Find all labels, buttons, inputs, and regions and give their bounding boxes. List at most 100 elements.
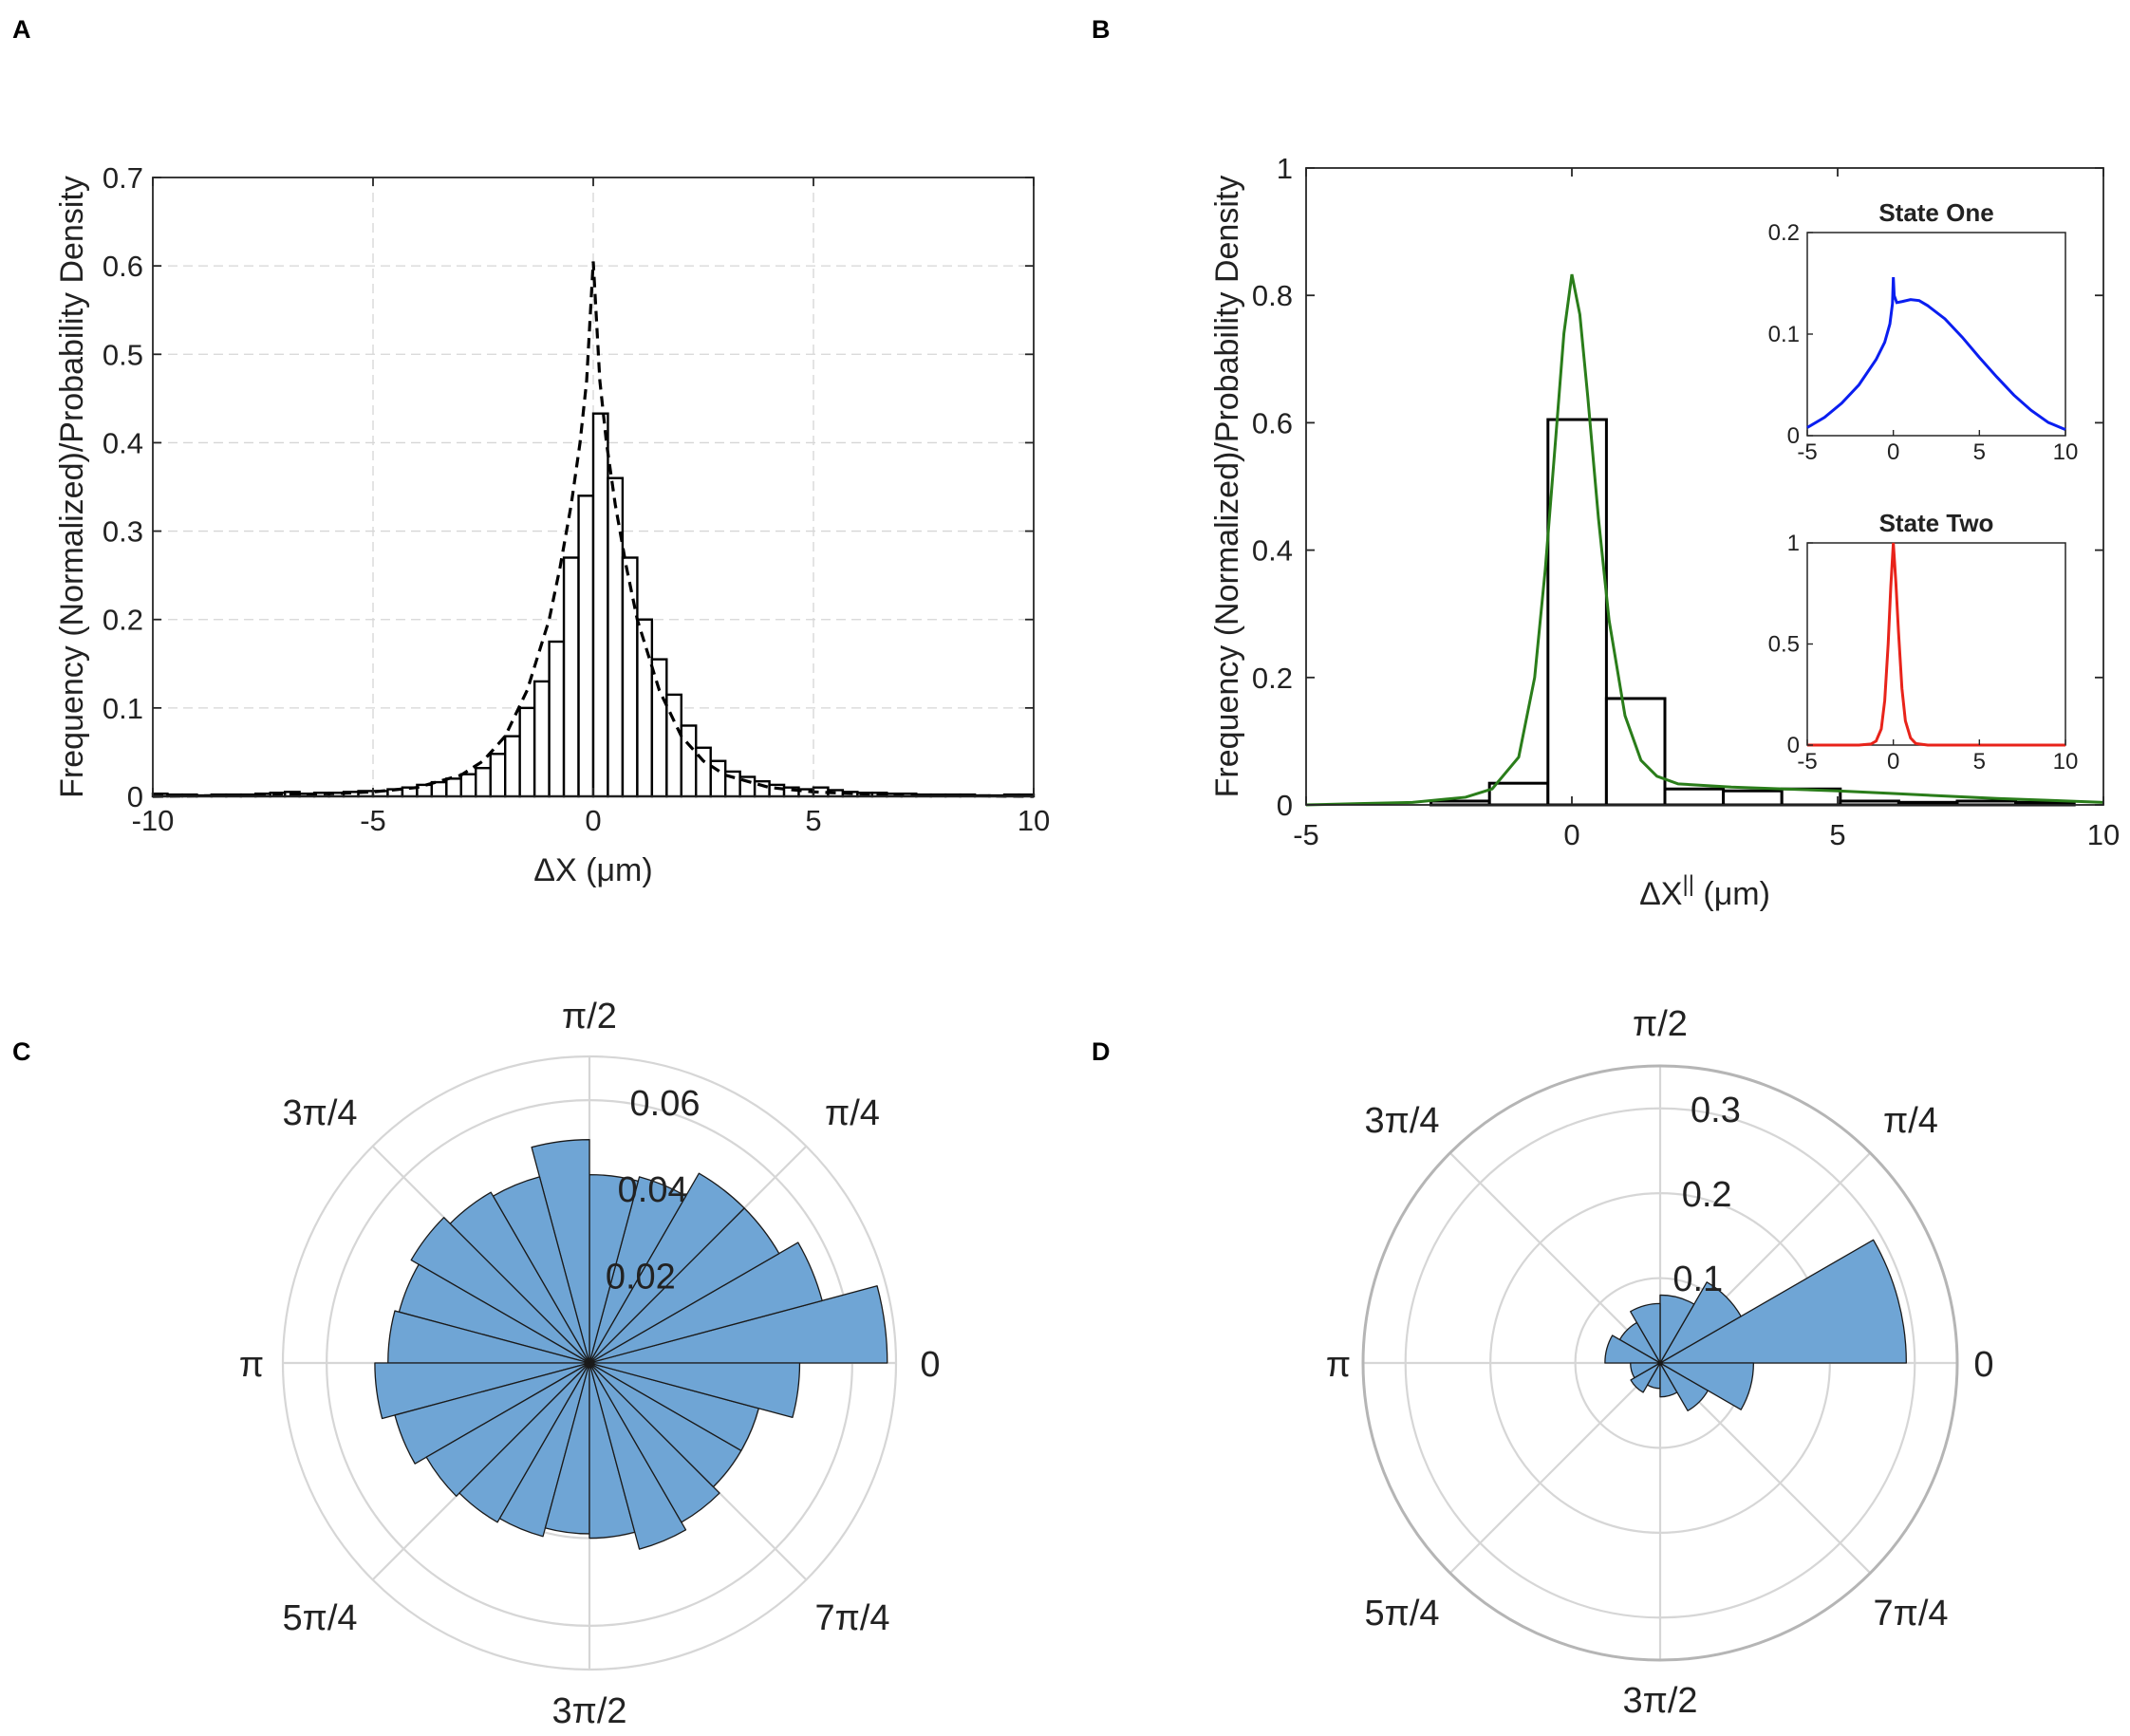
panel-a-bar [607,476,625,798]
panel-c-angle-label: 3π/4 [282,1093,357,1133]
panel-c-radial-tick-label: 0.06 [630,1084,701,1124]
panel-a-bar [768,783,786,798]
panel-d-angle-label: 3π/4 [1364,1101,1439,1141]
panel-a-dashed-fit-line [152,261,1035,798]
panel-c-angle-label: 7π/4 [814,1598,889,1638]
panel-b-x-axis-label: ΔX|| (μm) [1639,871,1770,912]
panel-d-outer-ring [1361,1064,1959,1662]
panel-a-x-tick-label: -10 [132,804,175,837]
inset-x-tick-label: 0 [1887,439,1899,465]
panel-label-b: B [1092,15,1111,44]
panel-c-wedge [589,1172,745,1364]
panel-d-wedge [1659,1362,1755,1410]
panel-c-wedge [394,1362,590,1465]
panel-b-y-tick-label: 0 [1277,789,1293,822]
panel-c-wedge [589,1176,687,1364]
panel-c-angle-label: 0 [920,1345,940,1385]
panel-d-angle-label: 5π/4 [1364,1594,1439,1633]
panel-a-x-tick-label: 0 [585,804,601,837]
panel-c-angle-label: π [239,1345,264,1385]
panel-b-x-axis-label-units: (μm) [1703,876,1770,912]
inset-y-tick-label: 0.2 [1768,220,1800,246]
panel-a-histogram: -10 -5 0 5 10 0 0.1 0.2 0.3 0.4 0.5 0.6 0.7 Frequenc… [54,161,1050,888]
panel-d-spoke [1448,1151,1661,1364]
panel-d-labels: 0 π/4 π/2 3π/4 π 5π/4 3π/2 7π/4 0.1 0.2 0.3 [1326,1004,1994,1721]
panel-a-y-tick-label: 0.1 [103,692,143,725]
panel-label-c: C [12,1037,31,1066]
inset-state-one-title: State One [1878,198,1993,227]
panel-b-bar [1663,787,1726,807]
panel-a-y-tick-label: 0.3 [103,515,143,549]
panel-c-radial-tick-label: 0.02 [606,1258,676,1297]
panel-b-x-axis-label-main: ΔX [1639,876,1682,912]
panel-b-y-tick-label: 0.2 [1252,662,1293,695]
panel-a-bar [548,640,566,798]
panel-a-y-tick-label: 0 [127,780,143,813]
panel-a-y-axis-label: Frequency (Normalized)/Probability Densi… [54,176,90,798]
panel-a-ticks: -10 -5 0 5 10 0 0.1 0.2 0.3 0.4 0.5 0.6 0.7 [103,161,1050,837]
panel-c-wedge [589,1241,823,1364]
panel-b-x-axis-label-unit [1694,876,1703,912]
panel-d-radial-tick-label: 0.3 [1691,1091,1741,1130]
panel-a-y-tick-label: 0.6 [103,250,143,283]
panel-a-bar [591,412,609,798]
panel-a-bar [459,773,477,798]
panel-a-bar [416,783,434,798]
panel-b-y-axis-label: Frequency (Normalized)/Probability Densi… [1209,176,1245,798]
panel-a-y-tick-label: 0.2 [103,604,143,637]
panel-c-wedge [410,1217,590,1364]
panel-d-angle-label: 7π/4 [1873,1594,1948,1633]
inset-y-tick-label: 0.1 [1768,322,1800,347]
panel-c-outer-ring [281,1055,898,1671]
panel-a-bar [636,618,654,798]
panel-a-bar [577,495,595,798]
panel-c-wedge [458,1362,590,1523]
panel-b-green-density-line [1305,273,2104,807]
panel-b-y-tick-label: 0.8 [1252,279,1293,312]
panel-a-bar [532,680,551,798]
panel-a-bar [475,766,492,798]
inset-x-tick-label: 5 [1973,749,1986,775]
panel-a-bar [445,777,462,798]
panel-d-wedge [1659,1239,1907,1364]
panel-d-wedge [1604,1335,1661,1364]
panel-d-wedges [1604,1239,1907,1411]
inset-x-tick-label: -5 [1797,439,1817,465]
panel-d-ring [1404,1107,1916,1619]
panel-c-angle-label: π/4 [825,1093,880,1133]
panel-c-radial-tick-label: 0.04 [618,1170,688,1210]
panel-b-bars [1429,418,2076,807]
panel-a-bar [504,735,521,798]
panel-a-bar [680,724,698,798]
panel-b-y-tick-label: 0.4 [1252,534,1293,568]
panel-c-angle-label: 5π/4 [282,1598,357,1638]
panel-a-bar [518,706,536,798]
panel-d-spoke [1448,1362,1661,1575]
panel-b-y-tick-label: 1 [1277,152,1293,185]
panel-a-x-axis-label: ΔX (μm) [533,852,652,888]
panel-a-bar [650,658,668,798]
panel-b-bar [1487,781,1550,807]
panel-c-angle-label: π/2 [562,997,617,1036]
panel-a-bar [621,556,639,798]
panel-b-bar [1546,418,1608,807]
inset-state-two-line [1807,542,2065,747]
panel-label-d: D [1092,1037,1111,1066]
panel-d-radial-tick-label: 0.1 [1672,1260,1723,1299]
panel-c-wedge [589,1362,801,1418]
panel-b-bar [1604,697,1667,807]
panel-b-x-axis-label-superscript: || [1682,871,1693,897]
panel-b-x-tick-label: 0 [1563,818,1579,851]
panel-c-wedge [498,1362,590,1538]
panel-c-angle-label: 3π/2 [551,1691,626,1731]
panel-d-wedge [1630,1362,1661,1393]
panel-d-angle-label: π/2 [1633,1004,1688,1044]
panel-d-wedge [1659,1294,1695,1364]
